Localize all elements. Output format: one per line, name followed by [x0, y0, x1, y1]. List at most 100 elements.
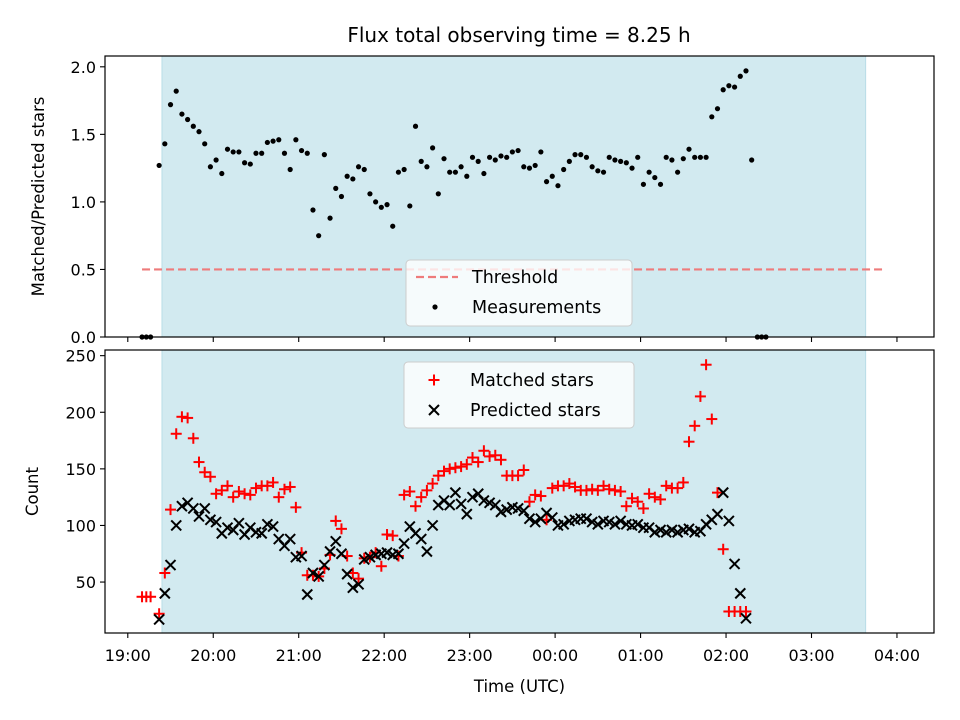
legend-top: Threshold Measurements [405, 259, 633, 327]
measurement-point [418, 158, 424, 164]
measurement-point [697, 154, 703, 160]
matched-star-point [711, 487, 723, 499]
measurement-point [703, 154, 709, 160]
measurement-point [236, 149, 242, 155]
matched-star-point [278, 483, 290, 495]
measurement-point [680, 156, 686, 162]
measurement-point [458, 164, 464, 170]
measurement-point [481, 170, 487, 177]
predicted-star-point [324, 545, 336, 558]
matched-star-point [290, 501, 302, 513]
predicted-star-point [632, 518, 644, 531]
y-ticks-top: 0.0 0.5 1.0 1.5 2.0 [71, 58, 105, 347]
predicted-star-point [335, 548, 348, 560]
matched-star-point [637, 502, 649, 514]
measurement-point [583, 154, 590, 160]
measurement-point [726, 83, 732, 89]
measurement-point [390, 223, 396, 229]
predicted-star-point [170, 519, 182, 532]
matched-star-point [145, 591, 157, 603]
matched-star-point [404, 486, 416, 497]
measurement-point [179, 111, 185, 117]
predicted-star-point [717, 486, 729, 499]
predicted-star-point [683, 523, 695, 535]
matched-star-point [182, 412, 194, 424]
predicted-star-point [609, 518, 621, 531]
predicted-star-point [734, 587, 746, 600]
measurement-point [230, 149, 236, 155]
measurement-point [373, 199, 379, 205]
matched-star-point [204, 471, 216, 483]
axes-frame-bottom [104, 349, 935, 634]
matched-star-point [159, 567, 171, 579]
measurement-point [167, 102, 174, 108]
matched-star-point [563, 478, 575, 490]
predicted-star-point [455, 498, 467, 510]
measurement-point [327, 215, 333, 221]
matched-star-point [598, 480, 610, 492]
measurement-point [464, 173, 470, 179]
y-tick-label: 2.0 [71, 58, 96, 77]
measurement-point [310, 207, 316, 213]
predicted-star-point [580, 512, 593, 525]
measurement-point [338, 193, 345, 200]
predicted-star-point [255, 527, 268, 540]
y-tick-label: 1.0 [71, 193, 96, 212]
predicted-star-point [341, 568, 353, 580]
matched-star-point [677, 476, 689, 488]
matched-star-point [449, 462, 461, 474]
predicted-star-point [466, 491, 479, 503]
measurement-point [207, 164, 214, 170]
predicted-star-point [210, 516, 222, 528]
measurement-point [731, 84, 738, 90]
predicted-star-point [443, 499, 456, 511]
measurement-point [526, 165, 533, 171]
y-tick-label: 250 [65, 347, 96, 366]
matched-star-point [529, 489, 541, 501]
matched-star-point [660, 480, 672, 492]
measurement-point [623, 160, 629, 166]
predicted-star-point [723, 515, 735, 527]
measurement-point [618, 158, 624, 164]
matched-star-point [153, 608, 165, 620]
predicted-star-point [193, 510, 205, 523]
matched-star-point [615, 486, 627, 497]
matched-star-point [478, 445, 490, 457]
y-tick-label: 50 [76, 573, 96, 592]
matched-star-point [535, 490, 547, 502]
matched-star-point [438, 465, 450, 477]
matched-star-point [603, 483, 615, 495]
matched-star-point [267, 476, 279, 488]
measurement-point [441, 156, 447, 162]
measurement-point [321, 152, 327, 158]
measurement-point [430, 145, 436, 151]
measurement-point [333, 185, 339, 191]
legend-measurement-label: Measurements [472, 298, 601, 318]
measurement-point [190, 123, 196, 129]
matched-star-point [381, 529, 393, 541]
x-tick-label: 19:00 [105, 646, 151, 665]
matched-star-point [489, 449, 501, 461]
measurement-point [515, 147, 521, 154]
legend-matched-swatch [428, 374, 440, 386]
matched-star-point [176, 411, 188, 423]
measurement-point [595, 168, 601, 174]
predicted-star-points [153, 486, 752, 626]
legend-box [405, 259, 633, 327]
measurement-point [492, 157, 498, 163]
predicted-star-point [546, 511, 558, 524]
measurement-point [549, 173, 555, 179]
predicted-star-point [523, 512, 536, 525]
measurement-points [139, 68, 769, 340]
matched-star-point [740, 605, 752, 617]
measurement-point [298, 147, 305, 154]
matched-star-point [592, 484, 604, 496]
matched-star-point [609, 484, 621, 496]
y-axis-label-ratio: Matched/Predicted stars [29, 97, 48, 297]
measurement-point [287, 166, 293, 173]
measurement-point [202, 141, 208, 147]
matched-star-point [335, 523, 347, 535]
matched-star-point [484, 450, 496, 462]
matched-star-point [273, 491, 285, 503]
predicted-star-point [592, 518, 604, 531]
